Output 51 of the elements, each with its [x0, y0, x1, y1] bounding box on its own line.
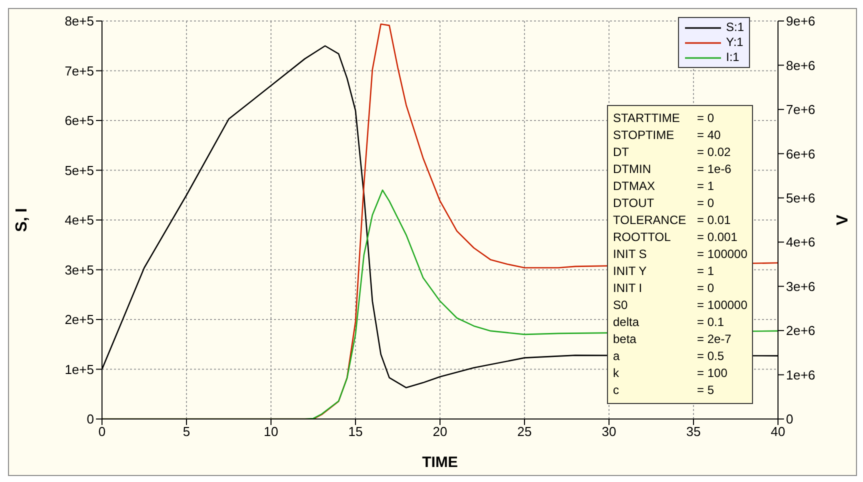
- x-tick-label: 35: [686, 424, 701, 440]
- x-tick-label: 20: [432, 424, 448, 440]
- y2-tick-label: 9e+6: [786, 14, 816, 29]
- x-tick-label: 25: [517, 424, 532, 440]
- y-tick-label: 3e+5: [64, 262, 94, 278]
- text: INIT Y = 1: [613, 264, 714, 278]
- y-tick-label: 7e+5: [64, 63, 94, 78]
- text: S0 = 100000: [613, 298, 748, 312]
- text: STOPTIME = 40: [613, 128, 721, 142]
- text: DTMAX = 1: [613, 179, 714, 193]
- y2-tick-label: 4e+6: [786, 234, 816, 250]
- y2-tick-label: 8e+6: [786, 58, 816, 73]
- text: a = 0.5: [613, 349, 724, 363]
- y2-tick-label: 3e+6: [786, 278, 816, 294]
- text: INIT S = 100000: [613, 247, 748, 261]
- y-tick-label: 2e+5: [64, 312, 94, 328]
- text: c = 5: [613, 383, 714, 397]
- y2-tick-label: 7e+6: [786, 102, 816, 118]
- y-tick-label: 4e+5: [64, 212, 94, 228]
- y2-tick-label: 2e+6: [786, 323, 816, 338]
- y2-axis-title: V: [834, 214, 852, 226]
- x-tick-label: 30: [602, 424, 616, 440]
- text: INIT I = 0: [613, 281, 714, 295]
- y2-tick-label: 5e+6: [786, 190, 816, 206]
- annotation: TOLERANCE = 0.01: [613, 212, 731, 229]
- x-tick-label: 15: [348, 424, 363, 440]
- x-tick-label: 5: [182, 424, 190, 440]
- x-tick-label: 0: [98, 424, 106, 440]
- text: STARTTIME = 0: [613, 111, 714, 125]
- text: delta = 0.1: [613, 315, 724, 329]
- x-axis-title: TIME: [422, 454, 458, 471]
- y-axis-title: S, I: [14, 208, 31, 232]
- x-tick-label: 10: [264, 424, 278, 440]
- text: k = 100: [613, 366, 728, 380]
- y-tick-label: 1e+5: [64, 362, 94, 377]
- text: ROOTTOL = 0.001: [613, 230, 738, 244]
- text: DT = 0.02: [613, 145, 731, 159]
- legend-label: Y:1: [726, 35, 744, 50]
- legend-label: I:1: [726, 50, 740, 65]
- y-tick-label: 8e+5: [64, 14, 94, 29]
- y2-tick-label: 0: [786, 412, 794, 427]
- y-tick-label: 0: [86, 412, 94, 427]
- y2-tick-label: 1e+6: [786, 367, 816, 382]
- y-tick-label: 6e+5: [64, 113, 94, 128]
- x-tick-label: 40: [770, 424, 786, 440]
- legend-label: S:1: [726, 20, 744, 35]
- text: beta = 2e-7: [613, 332, 732, 346]
- y-tick-label: 5e+5: [64, 162, 94, 178]
- y2-tick-label: 6e+6: [786, 146, 816, 162]
- text: DTOUT = 0: [613, 196, 714, 210]
- text: DTMIN = 1e-6: [613, 162, 732, 176]
